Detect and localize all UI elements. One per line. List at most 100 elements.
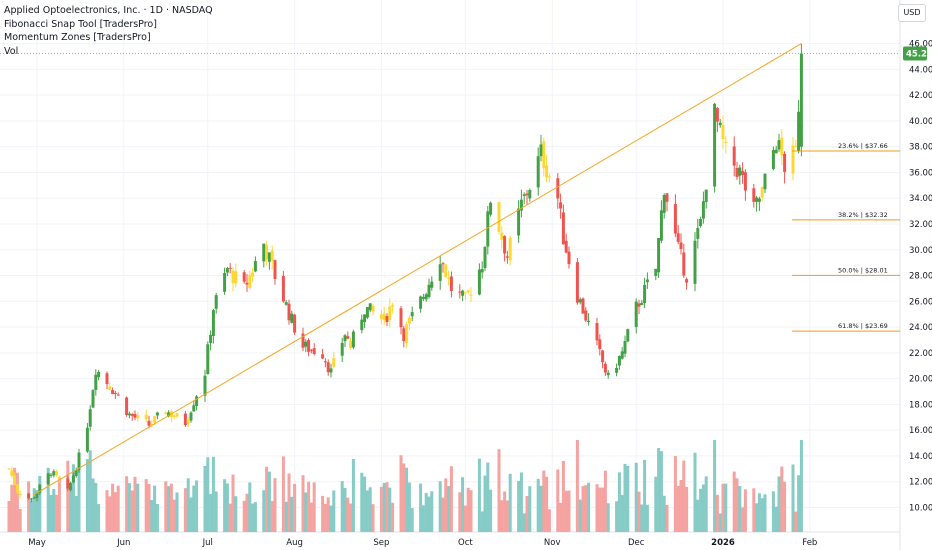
volume-bar [794, 511, 798, 532]
volume-bar [718, 513, 722, 532]
volume-bar [363, 476, 367, 532]
indicator-volume[interactable]: Vol [4, 45, 19, 57]
candle-body [49, 474, 53, 476]
candle-body [508, 237, 512, 261]
time-tick-label: Oct [458, 538, 473, 548]
volume-bar [88, 450, 92, 532]
volume-bar [752, 488, 756, 532]
candle-body [606, 372, 610, 376]
volume-bar [407, 482, 411, 532]
volume-bar [578, 499, 582, 532]
volume-bar [444, 478, 448, 532]
candle-body [623, 341, 627, 354]
volume-bar [85, 459, 89, 532]
volume-bar [517, 481, 521, 532]
volume-bar [799, 440, 803, 532]
volume-bar [169, 483, 173, 532]
candle-body [757, 198, 761, 202]
candle-body [167, 412, 171, 417]
candle-body [85, 427, 89, 452]
volume-bar [421, 505, 425, 532]
candle-body [595, 323, 599, 341]
volume-bar [368, 487, 372, 532]
candle-body [489, 202, 493, 215]
volume-bar [575, 440, 579, 532]
volume-bar [242, 500, 246, 532]
volume-bar [301, 475, 305, 532]
volume-bar [606, 503, 610, 532]
candle-body [35, 492, 39, 498]
candle-body [52, 471, 56, 476]
candle-body [111, 390, 115, 395]
volume-bar [248, 482, 252, 532]
candle-body [242, 272, 246, 282]
candle-body [108, 386, 112, 390]
time-tick-label: 2026 [711, 538, 735, 548]
candle-body [755, 197, 759, 202]
volume-bar [349, 503, 353, 532]
candle-body [265, 245, 269, 260]
volume-bar [760, 498, 764, 532]
candle-body [794, 145, 798, 147]
volume-bar [623, 463, 627, 532]
volume-bar [704, 476, 708, 532]
candle-body [385, 315, 389, 323]
candle-body [721, 124, 725, 140]
candle-body [365, 307, 369, 318]
volume-bar [130, 490, 134, 532]
chart-legend: Applied Optoelectronics, Inc. · 1D · NAS… [4, 4, 213, 58]
candle-body [522, 194, 526, 196]
volume-bar [186, 478, 190, 532]
candle-body [430, 281, 434, 288]
candle-body [497, 202, 501, 232]
currency-button[interactable]: USD [898, 4, 926, 22]
candle-body [480, 268, 484, 273]
volume-bar [763, 494, 767, 532]
candle-body [183, 413, 187, 426]
candle-body [133, 414, 137, 418]
volume-bar [251, 503, 255, 532]
candle-body [38, 484, 42, 493]
volume-bar [528, 486, 532, 532]
volume-bar [105, 490, 109, 532]
volume-bar [234, 496, 238, 532]
volume-bar [419, 483, 423, 532]
volume-bar [696, 499, 700, 532]
indicator-momentum-zones[interactable]: Momentum Zones [TradersPro] [4, 32, 151, 43]
volume-bar [685, 486, 689, 532]
volume-bar [18, 508, 22, 532]
candle-body [32, 497, 36, 499]
candle-body [211, 310, 215, 337]
candle-body [248, 274, 252, 288]
candle-body [290, 313, 294, 323]
candle-body [379, 314, 383, 319]
volume-bar [57, 478, 61, 532]
volume-bar [500, 500, 504, 532]
volume-bar [522, 513, 526, 532]
candle-body [564, 240, 568, 253]
candle-body [323, 361, 327, 363]
candle-body [713, 103, 717, 187]
candle-body [228, 267, 232, 269]
volume-bar [172, 499, 176, 532]
volume-bar [458, 492, 462, 532]
volume-bar [343, 487, 347, 532]
time-tick-label: Dec [628, 538, 645, 548]
candle-body [326, 362, 330, 373]
volume-bar [463, 505, 467, 532]
volume-bar [581, 486, 585, 532]
candle-body [18, 493, 22, 495]
candle-body [307, 340, 311, 352]
candle-body [136, 414, 140, 419]
candle-body [351, 331, 355, 348]
volume-bar [519, 472, 523, 532]
volume-bar [371, 504, 375, 532]
candle-body [447, 277, 451, 280]
candle-body [150, 423, 154, 425]
indicator-fibonacci[interactable]: Fibonacci Snap Tool [TradersPro] [4, 18, 157, 30]
candle-body [10, 470, 14, 477]
volume-bar [741, 507, 745, 532]
candle-body [640, 302, 644, 306]
volume-bar [682, 460, 686, 532]
